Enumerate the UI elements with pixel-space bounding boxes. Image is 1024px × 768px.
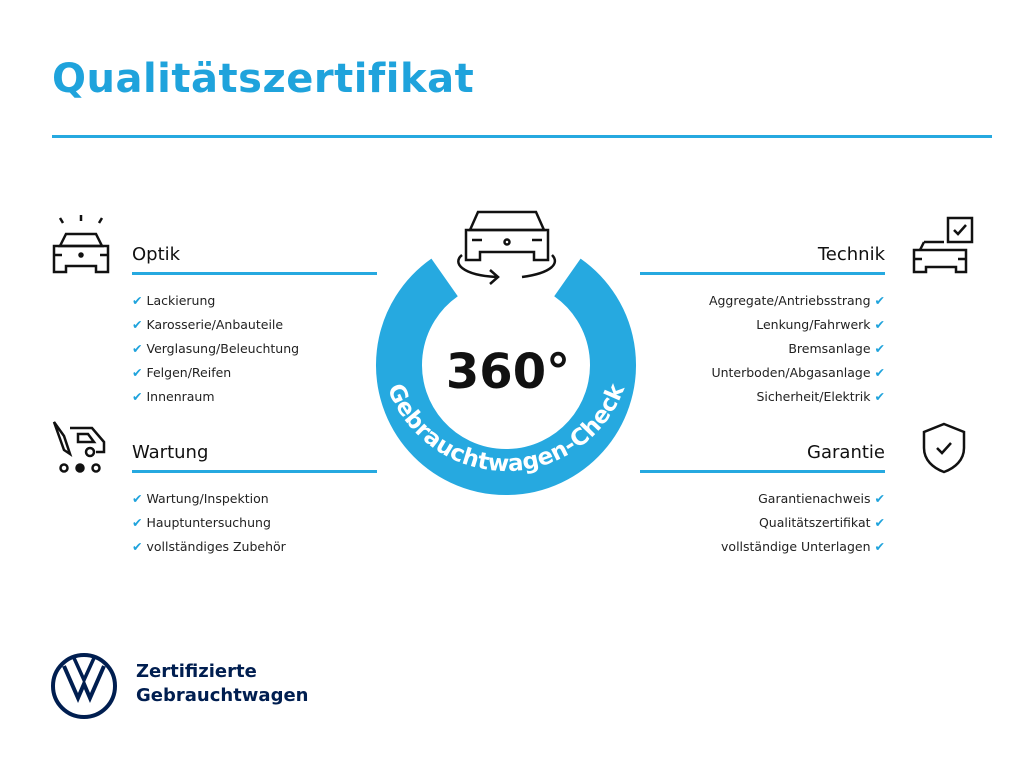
list-item: Unterboden/Abgasanlage ✔	[711, 365, 885, 380]
list-item: Qualitätszertifikat ✔	[758, 515, 885, 530]
badge-ring	[376, 258, 636, 495]
list-item: ✔ Felgen/Reifen	[132, 365, 232, 380]
section-optik: Optik ✔ Lackierung ✔ Karosserie/Anbauteile…	[132, 244, 377, 409]
list-item: ✔ Karosserie/Anbauteile	[132, 317, 284, 332]
section-garantie: Garantie Garantienachweis ✔ Qualitätszert…	[640, 442, 885, 559]
section-title: Garantie	[807, 442, 885, 463]
list-item: Lenkung/Fahrwerk ✔	[756, 317, 885, 332]
check-icon: ✔	[874, 293, 885, 308]
section-divider	[132, 272, 377, 275]
check-icon: ✔	[874, 341, 885, 356]
footer-brand-text: Zertifizierte Gebrauchtwagen	[136, 660, 308, 708]
section-wartung: Wartung ✔ Wartung/Inspektion ✔ Hauptunters…	[132, 442, 377, 559]
list-item: ✔ Wartung/Inspektion	[132, 491, 269, 506]
list-item: ✔ vollständiges Zubehör	[132, 539, 286, 554]
check-icon: ✔	[132, 317, 143, 332]
check-icon: ✔	[132, 365, 143, 380]
check-icon: ✔	[132, 539, 143, 554]
list-item: ✔ Verglasung/Beleuchtung	[132, 341, 300, 356]
car-lights-icon	[52, 215, 110, 274]
check-icon: ✔	[132, 515, 143, 530]
check-icon: ✔	[132, 293, 143, 308]
section-title: Technik	[817, 244, 885, 265]
list-item: ✔ Hauptuntersuchung	[132, 515, 271, 530]
check-icon: ✔	[132, 389, 143, 404]
list-item: vollständige Unterlagen ✔	[721, 539, 885, 554]
check-icon: ✔	[874, 539, 885, 554]
list-item: Garantienachweis ✔	[758, 491, 885, 506]
service-van-icon	[52, 421, 106, 473]
check-icon: ✔	[874, 491, 885, 506]
title-divider	[52, 135, 992, 138]
check-icon: ✔	[874, 365, 885, 380]
shield-check-icon	[922, 422, 966, 474]
section-technik: Technik Aggregate/Antriebsstrang ✔ Lenkun…	[640, 244, 885, 409]
list-item: ✔ Lackierung	[132, 293, 216, 308]
list-item: Bremsanlage ✔	[788, 341, 885, 356]
badge-value: 360°	[446, 344, 570, 400]
list-item: Sicherheit/Elektrik ✔	[756, 389, 885, 404]
section-title: Wartung	[132, 442, 209, 463]
section-divider	[132, 470, 377, 473]
car-rotate-icon	[457, 210, 557, 285]
check-icon: ✔	[874, 389, 885, 404]
page-title: Qualitätszertifikat	[52, 56, 475, 102]
check-icon: ✔	[874, 515, 885, 530]
check-icon: ✔	[132, 491, 143, 506]
check-icon: ✔	[132, 341, 143, 356]
footer-line2: Gebrauchtwagen	[136, 685, 309, 706]
section-title: Optik	[132, 244, 181, 265]
check-icon: ✔	[874, 317, 885, 332]
vw-logo	[51, 653, 117, 719]
list-item: Aggregate/Antriebsstrang ✔	[708, 293, 885, 308]
car-checklist-icon	[912, 216, 974, 274]
list-item: ✔ Innenraum	[132, 389, 215, 404]
section-divider	[640, 470, 885, 473]
section-divider	[640, 272, 885, 275]
footer-line1: Zertifizierte	[136, 661, 257, 682]
